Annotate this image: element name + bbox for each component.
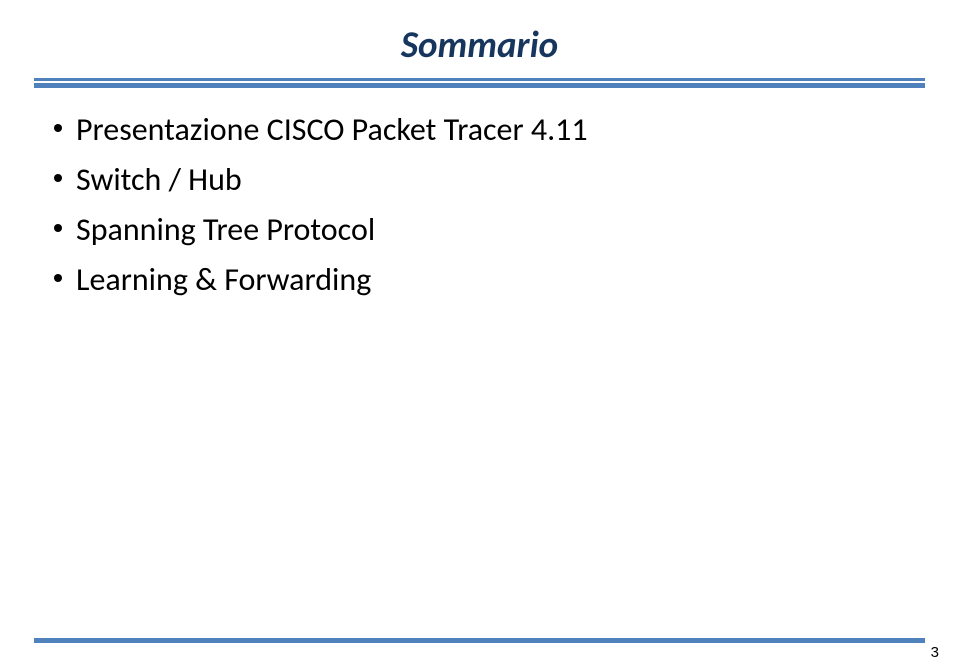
bullet-text: Spanning Tree Protocol (76, 210, 375, 250)
top-rule-thick (34, 83, 925, 88)
bullet-text: Presentazione CISCO Packet Tracer 4.11 (76, 110, 588, 150)
list-item: Switch / Hub (54, 160, 905, 200)
bullet-dot-icon (54, 274, 62, 282)
list-item: Learning & Forwarding (54, 260, 905, 300)
page-number: 3 (931, 644, 939, 661)
bullet-text: Learning & Forwarding (76, 260, 371, 300)
bullet-list: Presentazione CISCO Packet Tracer 4.11 S… (54, 110, 905, 310)
slide-title: Sommario (0, 22, 959, 67)
slide: Sommario Presentazione CISCO Packet Trac… (0, 0, 959, 667)
bullet-text: Switch / Hub (76, 160, 242, 200)
bullet-dot-icon (54, 224, 62, 232)
bullet-dot-icon (54, 124, 62, 132)
list-item: Presentazione CISCO Packet Tracer 4.11 (54, 110, 905, 150)
bullet-dot-icon (54, 174, 62, 182)
list-item: Spanning Tree Protocol (54, 210, 905, 250)
bottom-horizontal-rule (34, 638, 925, 643)
